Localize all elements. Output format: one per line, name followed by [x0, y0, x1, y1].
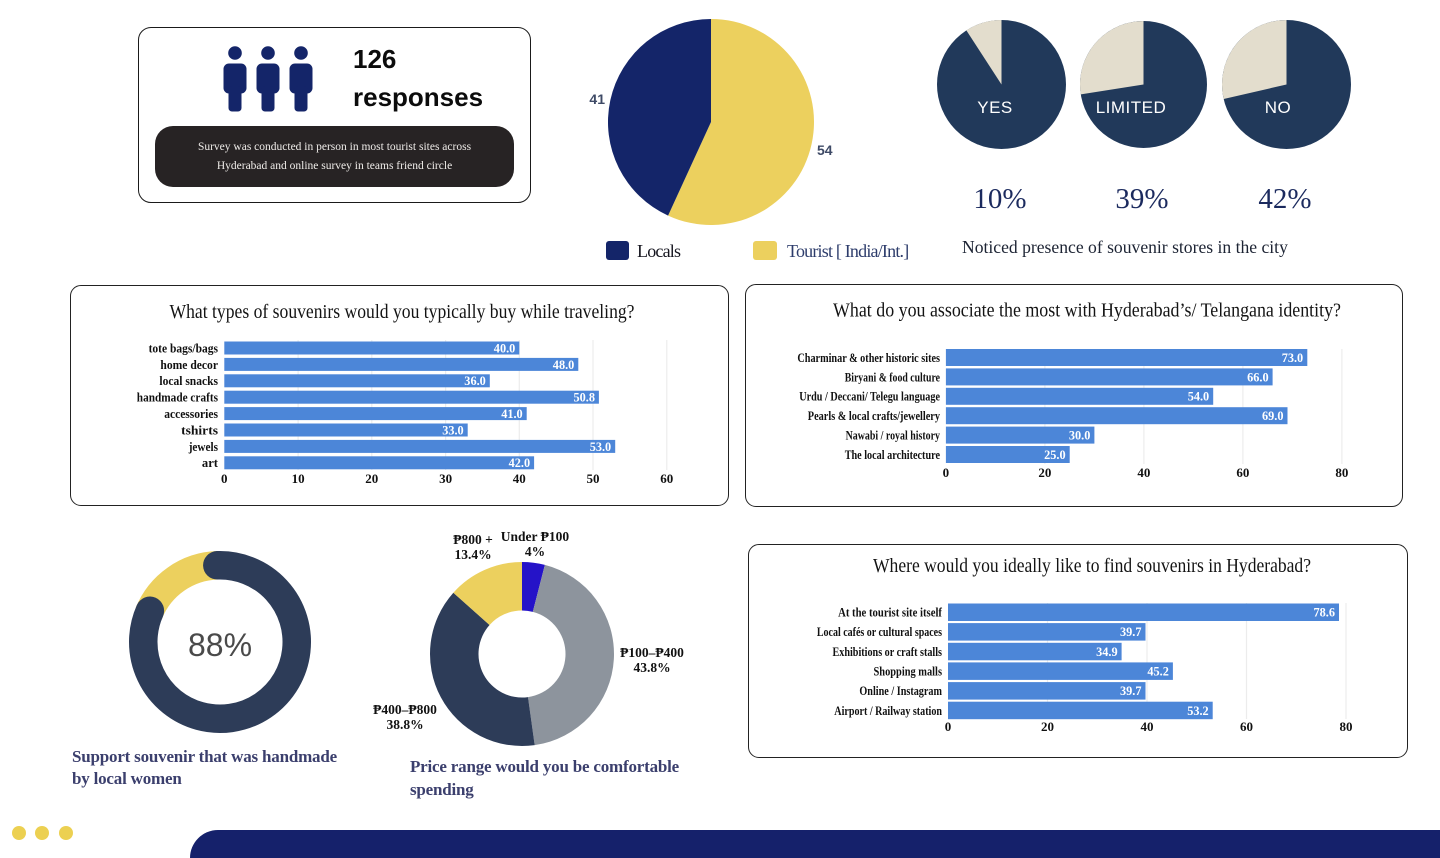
- svg-text:33.0: 33.0: [442, 423, 464, 437]
- svg-text:accessories: accessories: [164, 407, 218, 421]
- svg-text:80: 80: [1335, 465, 1348, 480]
- svg-text:0: 0: [221, 471, 228, 486]
- svg-text:jewels: jewels: [188, 440, 218, 454]
- svg-text:Airport / Railway station: Airport / Railway station: [834, 704, 942, 718]
- svg-text:50.8: 50.8: [574, 391, 596, 405]
- svg-text:50: 50: [587, 471, 600, 486]
- svg-text:Local cafés or cultural spaces: Local cafés or cultural spaces: [817, 625, 942, 639]
- svg-text:80: 80: [1340, 719, 1353, 734]
- svg-text:40.0: 40.0: [494, 341, 516, 355]
- svg-text:66.0: 66.0: [1247, 370, 1269, 384]
- svg-text:53.2: 53.2: [1187, 704, 1209, 718]
- svg-text:60: 60: [1240, 719, 1253, 734]
- svg-text:45.2: 45.2: [1147, 665, 1169, 679]
- svg-text:60: 60: [1236, 465, 1249, 480]
- svg-text:20: 20: [365, 471, 378, 486]
- svg-text:Nawabi / royal history: Nawabi / royal history: [846, 429, 941, 443]
- svg-text:40: 40: [513, 471, 526, 486]
- svg-text:0: 0: [943, 465, 950, 480]
- svg-text:tote bags/bags: tote bags/bags: [149, 341, 219, 355]
- svg-text:Where would you ideally like t: Where would you ideally like to find sou…: [873, 556, 1311, 577]
- svg-text:39.7: 39.7: [1120, 625, 1142, 639]
- svg-text:53.0: 53.0: [590, 440, 612, 454]
- svg-text:Biryani & food culture: Biryani & food culture: [845, 370, 941, 384]
- svg-text:What types of souvenirs would: What types of souvenirs would you typica…: [170, 302, 635, 323]
- svg-text:30: 30: [439, 471, 452, 486]
- svg-text:30.0: 30.0: [1069, 429, 1091, 443]
- svg-text:What do you associate the most: What do you associate the most with Hyde…: [833, 301, 1341, 322]
- svg-text:41.0: 41.0: [501, 407, 523, 421]
- svg-text:handmade crafts: handmade crafts: [137, 391, 218, 405]
- svg-text:42.0: 42.0: [509, 456, 530, 470]
- svg-text:40: 40: [1141, 719, 1154, 734]
- svg-text:54.0: 54.0: [1188, 390, 1210, 404]
- svg-text:0: 0: [945, 719, 952, 734]
- svg-text:20: 20: [1041, 719, 1054, 734]
- svg-text:39.7: 39.7: [1120, 684, 1142, 698]
- svg-text:Exhibitions or craft stalls: Exhibitions or craft stalls: [833, 645, 943, 659]
- svg-text:73.0: 73.0: [1282, 351, 1304, 365]
- svg-text:36.0: 36.0: [464, 374, 486, 388]
- svg-text:48.0: 48.0: [553, 358, 575, 372]
- svg-text:The local architecture: The local architecture: [845, 448, 941, 462]
- svg-text:60: 60: [660, 471, 673, 486]
- svg-text:Online / Instagram: Online / Instagram: [859, 684, 942, 698]
- svg-text:25.0: 25.0: [1044, 448, 1066, 462]
- svg-text:art: art: [202, 456, 219, 470]
- svg-text:Pearls & local crafts/jeweller: Pearls & local crafts/jewellery: [808, 409, 941, 423]
- svg-text:34.9: 34.9: [1096, 645, 1118, 659]
- svg-text:10: 10: [292, 471, 305, 486]
- svg-text:local snacks: local snacks: [159, 374, 218, 388]
- svg-text:Charminar & other historic sit: Charminar & other historic sites: [797, 351, 940, 365]
- svg-text:40: 40: [1137, 465, 1150, 480]
- svg-text:20: 20: [1038, 465, 1051, 480]
- svg-text:Urdu / Deccani/ Telegu languag: Urdu / Deccani/ Telegu language: [799, 390, 940, 404]
- svg-text:tshirts: tshirts: [181, 423, 218, 437]
- svg-text:78.6: 78.6: [1314, 606, 1336, 620]
- svg-text:At the tourist site itself: At the tourist site itself: [838, 606, 943, 620]
- svg-text:69.0: 69.0: [1262, 409, 1284, 423]
- svg-text:Shopping malls: Shopping malls: [874, 665, 943, 679]
- svg-text:home decor: home decor: [160, 358, 218, 372]
